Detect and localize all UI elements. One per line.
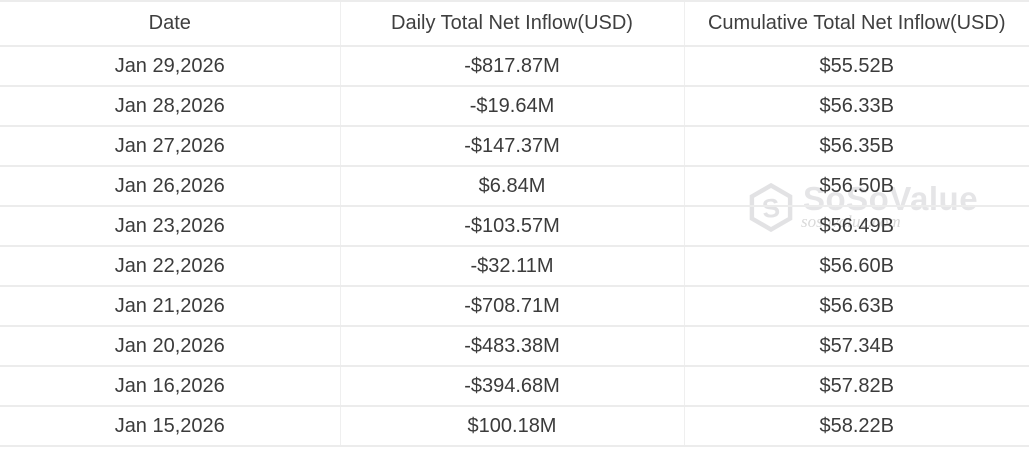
daily-net-inflow-cell: -$708.71M bbox=[340, 286, 685, 327]
date-cell: Jan 29,2026 bbox=[0, 46, 341, 87]
table-row: Jan 16,2026 -$394.68M $57.82B bbox=[0, 366, 1029, 407]
column-header-daily-net-inflow: Daily Total Net Inflow(USD) bbox=[340, 0, 685, 47]
cumulative-net-inflow-cell: $57.82B bbox=[684, 366, 1029, 407]
table-row: Jan 29,2026 -$817.87M $55.52B bbox=[0, 46, 1029, 87]
table-row: Jan 21,2026 -$708.71M $56.63B bbox=[0, 286, 1029, 327]
date-cell: Jan 22,2026 bbox=[0, 246, 341, 287]
date-cell: Jan 21,2026 bbox=[0, 286, 341, 327]
cumulative-net-inflow-cell: $56.60B bbox=[684, 246, 1029, 287]
date-cell: Jan 23,2026 bbox=[0, 206, 341, 247]
net-inflow-table: Date Daily Total Net Inflow(USD) Cumulat… bbox=[0, 0, 1029, 447]
daily-net-inflow-cell: -$483.38M bbox=[340, 326, 685, 367]
table-row: Jan 23,2026 -$103.57M $56.49B bbox=[0, 206, 1029, 247]
date-cell: Jan 28,2026 bbox=[0, 86, 341, 127]
daily-net-inflow-cell: -$394.68M bbox=[340, 366, 685, 407]
daily-net-inflow-cell: -$817.87M bbox=[340, 46, 685, 87]
table-row: Jan 20,2026 -$483.38M $57.34B bbox=[0, 326, 1029, 367]
table-row: Jan 26,2026 $6.84M $56.50B bbox=[0, 166, 1029, 207]
table-header: Date Daily Total Net Inflow(USD) Cumulat… bbox=[0, 0, 1029, 47]
daily-net-inflow-cell: -$32.11M bbox=[340, 246, 685, 287]
date-cell: Jan 26,2026 bbox=[0, 166, 341, 207]
table-row: Jan 22,2026 -$32.11M $56.60B bbox=[0, 246, 1029, 287]
daily-net-inflow-cell: -$103.57M bbox=[340, 206, 685, 247]
table-row: Jan 28,2026 -$19.64M $56.33B bbox=[0, 86, 1029, 127]
date-cell: Jan 16,2026 bbox=[0, 366, 341, 407]
cumulative-net-inflow-cell: $56.33B bbox=[684, 86, 1029, 127]
table-body: Jan 29,2026 -$817.87M $55.52B Jan 28,202… bbox=[0, 46, 1029, 447]
column-header-cumulative-net-inflow: Cumulative Total Net Inflow(USD) bbox=[684, 0, 1029, 47]
header-row: Date Daily Total Net Inflow(USD) Cumulat… bbox=[0, 0, 1029, 47]
cumulative-net-inflow-cell: $55.52B bbox=[684, 46, 1029, 87]
table-row: Jan 15,2026 $100.18M $58.22B bbox=[0, 406, 1029, 447]
date-cell: Jan 15,2026 bbox=[0, 406, 341, 447]
daily-net-inflow-cell: $100.18M bbox=[340, 406, 685, 447]
cumulative-net-inflow-cell: $56.49B bbox=[684, 206, 1029, 247]
cumulative-net-inflow-cell: $56.35B bbox=[684, 126, 1029, 167]
date-cell: Jan 20,2026 bbox=[0, 326, 341, 367]
daily-net-inflow-cell: -$19.64M bbox=[340, 86, 685, 127]
column-header-date: Date bbox=[0, 0, 341, 47]
cumulative-net-inflow-cell: $58.22B bbox=[684, 406, 1029, 447]
daily-net-inflow-cell: -$147.37M bbox=[340, 126, 685, 167]
cumulative-net-inflow-cell: $56.63B bbox=[684, 286, 1029, 327]
cumulative-net-inflow-cell: $57.34B bbox=[684, 326, 1029, 367]
cumulative-net-inflow-cell: $56.50B bbox=[684, 166, 1029, 207]
table-row: Jan 27,2026 -$147.37M $56.35B bbox=[0, 126, 1029, 167]
daily-net-inflow-cell: $6.84M bbox=[340, 166, 685, 207]
date-cell: Jan 27,2026 bbox=[0, 126, 341, 167]
